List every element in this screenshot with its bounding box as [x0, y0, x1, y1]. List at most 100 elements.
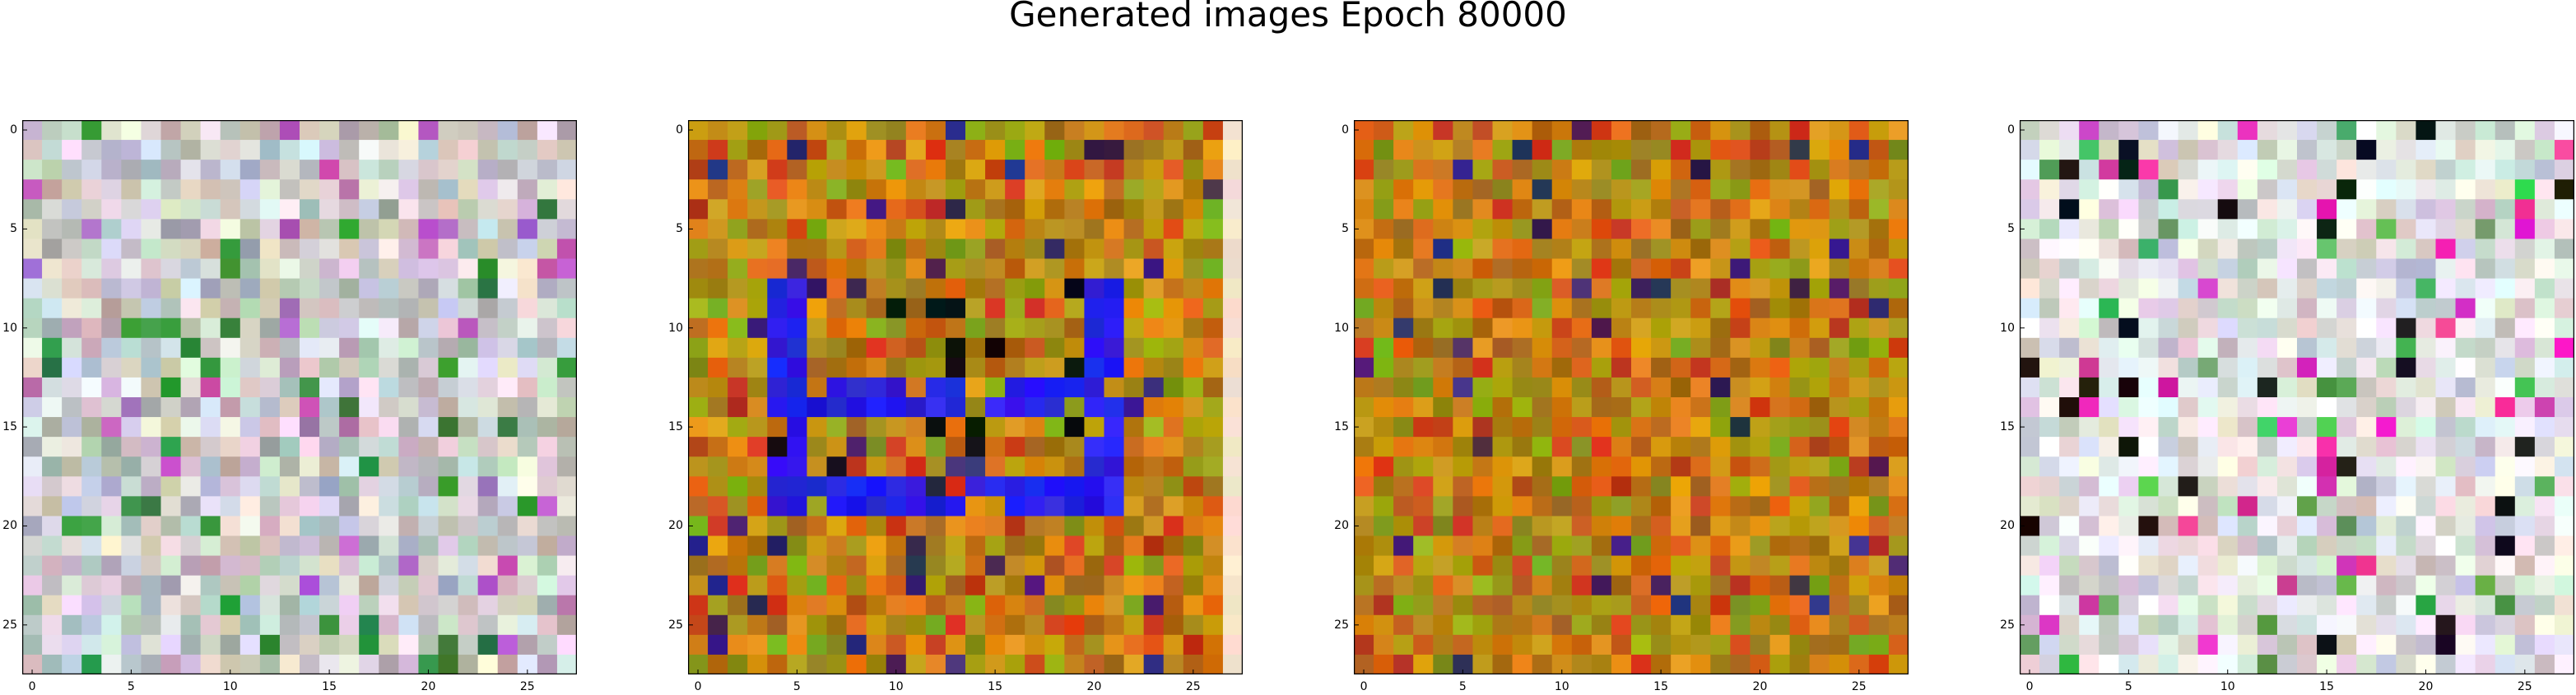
pixel-cell	[2197, 437, 2219, 457]
pixel-cell	[517, 456, 538, 477]
pixel-cell	[1453, 317, 1474, 339]
pixel-cell	[537, 337, 558, 359]
pixel-cell	[925, 120, 946, 141]
pixel-cell	[2059, 219, 2080, 240]
pixel-cell	[2534, 278, 2555, 299]
pixel-cell	[1651, 417, 1672, 438]
pixel-cell	[985, 258, 1006, 280]
pixel-cell	[2416, 476, 2437, 497]
pixel-cell	[200, 437, 221, 457]
pixel-cell	[1104, 516, 1125, 537]
pixel-cell	[1143, 417, 1165, 438]
pixel-cell	[1611, 357, 1632, 378]
pixel-cell	[160, 555, 182, 577]
pixel-cell	[747, 654, 768, 674]
pixel-cell	[259, 337, 281, 359]
pixel-cell	[279, 337, 300, 359]
pixel-cell	[359, 179, 379, 200]
pixel-cell	[2495, 317, 2516, 339]
pixel-cell	[1591, 437, 1612, 457]
pixel-cell	[2475, 317, 2496, 339]
pixel-cell	[1202, 595, 1224, 616]
pixel-cell	[2455, 179, 2476, 200]
pixel-cell	[458, 160, 479, 180]
pixel-cell	[1710, 258, 1731, 280]
pixel-cell	[2257, 377, 2278, 398]
pixel-cell	[1354, 199, 1374, 220]
pixel-cell	[2158, 535, 2179, 557]
pixel-cell	[2257, 120, 2278, 141]
pixel-cell	[300, 278, 320, 299]
pixel-cell	[359, 140, 379, 160]
pixel-cell	[985, 278, 1006, 299]
pixel-cell	[2554, 337, 2574, 359]
pixel-cell	[2416, 595, 2437, 616]
pixel-cell	[826, 417, 848, 438]
pixel-cell	[708, 357, 728, 378]
pixel-cell	[2396, 417, 2417, 438]
pixel-cell	[1123, 199, 1145, 220]
pixel-cell	[925, 377, 946, 398]
pixel-cell	[359, 337, 379, 359]
pixel-cell	[985, 337, 1006, 359]
pixel-cell	[121, 199, 142, 220]
pixel-cell	[1202, 140, 1224, 160]
pixel-cell	[537, 535, 558, 557]
pixel-cell	[300, 179, 320, 200]
pixel-cell	[2178, 496, 2199, 517]
pixel-cell	[1413, 317, 1434, 339]
pixel-cell	[2217, 357, 2239, 378]
pixel-cell	[497, 278, 518, 299]
pixel-cell	[2178, 437, 2199, 457]
pixel-cell	[2337, 120, 2357, 141]
pixel-cell	[1005, 397, 1025, 418]
pixel-cell	[2455, 575, 2476, 596]
pixel-cell	[1025, 357, 1045, 378]
pixel-cell	[945, 120, 966, 141]
pixel-cell	[2396, 496, 2417, 517]
pixel-cell	[1671, 120, 1691, 141]
pixel-cell	[379, 397, 399, 418]
pixel-cell	[1183, 337, 1204, 359]
pixel-cell	[2197, 357, 2219, 378]
pixel-cell	[1848, 239, 1870, 260]
pixel-cell	[2099, 634, 2119, 656]
pixel-cell	[1591, 595, 1612, 616]
pixel-cell	[537, 179, 558, 200]
pixel-cell	[2178, 258, 2199, 280]
pixel-cell	[1143, 397, 1165, 418]
pixel-cell	[1591, 456, 1612, 477]
pixel-cell	[438, 614, 459, 636]
pixel-cell	[1829, 437, 1850, 457]
pixel-cell	[1163, 317, 1184, 339]
pixel-cell	[1671, 555, 1691, 577]
pixel-cell	[300, 476, 320, 497]
pixel-cell	[2416, 219, 2437, 240]
pixel-cell	[2337, 397, 2357, 418]
pixel-cell	[300, 357, 320, 378]
pixel-cell	[1730, 476, 1751, 497]
y-tick-label: 10	[668, 321, 683, 335]
pixel-cell	[807, 476, 828, 497]
pixel-cell	[2475, 496, 2496, 517]
pixel-cell	[200, 634, 221, 656]
pixel-cell	[1374, 397, 1394, 418]
pixel-cell	[418, 575, 439, 596]
pixel-cell	[1571, 614, 1593, 636]
pixel-cell	[2435, 437, 2457, 457]
pixel-cell	[1084, 476, 1105, 497]
pixel-cell	[2534, 317, 2555, 339]
pixel-cell	[1374, 476, 1394, 497]
y-tick-label: 15	[1334, 420, 1349, 434]
pixel-cell	[379, 555, 399, 577]
pixel-cell	[1492, 555, 1514, 577]
pixel-cell	[1433, 654, 1453, 674]
pixel-cell	[2534, 219, 2555, 240]
pixel-cell	[477, 456, 499, 477]
pixel-cell	[101, 397, 122, 418]
pixel-cell	[2237, 496, 2258, 517]
pixel-cell	[1453, 120, 1474, 141]
pixel-cell	[1631, 357, 1652, 378]
pixel-cell	[886, 258, 907, 280]
pixel-cell	[866, 298, 887, 319]
